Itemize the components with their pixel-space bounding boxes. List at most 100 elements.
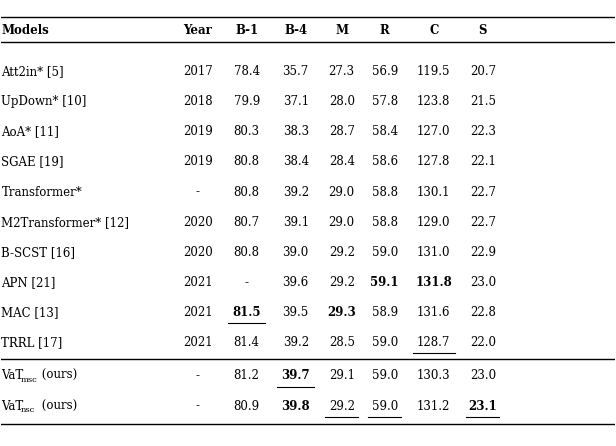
- Text: 2021: 2021: [183, 276, 213, 289]
- Text: 80.8: 80.8: [233, 246, 260, 259]
- Text: 37.1: 37.1: [283, 95, 309, 108]
- Text: 23.1: 23.1: [468, 400, 497, 413]
- Text: 2021: 2021: [183, 336, 213, 349]
- Text: 22.8: 22.8: [470, 306, 496, 319]
- Text: 78.4: 78.4: [233, 65, 260, 78]
- Text: 59.0: 59.0: [371, 336, 398, 349]
- Text: C: C: [429, 24, 439, 37]
- Text: 28.5: 28.5: [329, 336, 355, 349]
- Text: 29.0: 29.0: [329, 216, 355, 229]
- Text: 29.1: 29.1: [329, 369, 355, 382]
- Text: 39.5: 39.5: [283, 306, 309, 319]
- Text: -: -: [196, 369, 200, 382]
- Text: M2Transformer* [12]: M2Transformer* [12]: [1, 216, 129, 229]
- Text: Transformer*: Transformer*: [1, 186, 82, 198]
- Text: 29.3: 29.3: [327, 306, 356, 319]
- Text: 38.4: 38.4: [283, 155, 309, 169]
- Text: APN [21]: APN [21]: [1, 276, 56, 289]
- Text: 21.5: 21.5: [470, 95, 496, 108]
- Text: 22.7: 22.7: [470, 186, 496, 198]
- Text: 2019: 2019: [183, 155, 213, 169]
- Text: 29.2: 29.2: [329, 246, 355, 259]
- Text: 58.6: 58.6: [371, 155, 398, 169]
- Text: (ours): (ours): [38, 400, 77, 413]
- Text: 22.7: 22.7: [470, 216, 496, 229]
- Text: 35.7: 35.7: [283, 65, 309, 78]
- Text: 56.9: 56.9: [371, 65, 398, 78]
- Text: B-4: B-4: [284, 24, 307, 37]
- Text: R: R: [380, 24, 389, 37]
- Text: 130.3: 130.3: [417, 369, 450, 382]
- Text: 123.8: 123.8: [417, 95, 450, 108]
- Text: 29.2: 29.2: [329, 400, 355, 413]
- Text: 81.5: 81.5: [232, 306, 261, 319]
- Text: 127.0: 127.0: [417, 125, 450, 138]
- Text: 57.8: 57.8: [371, 95, 398, 108]
- Text: 58.4: 58.4: [371, 125, 398, 138]
- Text: nsc: nsc: [21, 406, 35, 414]
- Text: 131.8: 131.8: [415, 276, 452, 289]
- Text: 38.3: 38.3: [283, 125, 309, 138]
- Text: 39.1: 39.1: [283, 216, 309, 229]
- Text: Att2in* [5]: Att2in* [5]: [1, 65, 64, 78]
- Text: msc: msc: [21, 376, 38, 384]
- Text: -: -: [196, 400, 200, 413]
- Text: 2021: 2021: [183, 306, 213, 319]
- Text: 28.4: 28.4: [329, 155, 355, 169]
- Text: 59.0: 59.0: [371, 400, 398, 413]
- Text: 129.0: 129.0: [417, 216, 450, 229]
- Text: 2019: 2019: [183, 125, 213, 138]
- Text: 131.6: 131.6: [417, 306, 450, 319]
- Text: 79.9: 79.9: [233, 95, 260, 108]
- Text: 23.0: 23.0: [470, 276, 496, 289]
- Text: S: S: [479, 24, 487, 37]
- Text: 28.0: 28.0: [329, 95, 355, 108]
- Text: MAC [13]: MAC [13]: [1, 306, 59, 319]
- Text: 58.8: 58.8: [371, 216, 398, 229]
- Text: 2018: 2018: [183, 95, 213, 108]
- Text: (ours): (ours): [38, 369, 77, 382]
- Text: SGAE [19]: SGAE [19]: [1, 155, 64, 169]
- Text: VaT: VaT: [1, 400, 23, 413]
- Text: 58.8: 58.8: [371, 186, 398, 198]
- Text: 2020: 2020: [183, 246, 213, 259]
- Text: TRRL [17]: TRRL [17]: [1, 336, 63, 349]
- Text: 20.7: 20.7: [470, 65, 496, 78]
- Text: 22.3: 22.3: [470, 125, 496, 138]
- Text: 39.0: 39.0: [283, 246, 309, 259]
- Text: 22.9: 22.9: [470, 246, 496, 259]
- Text: 81.2: 81.2: [233, 369, 259, 382]
- Text: 39.6: 39.6: [283, 276, 309, 289]
- Text: 80.7: 80.7: [233, 216, 260, 229]
- Text: 29.2: 29.2: [329, 276, 355, 289]
- Text: 81.4: 81.4: [233, 336, 260, 349]
- Text: 27.3: 27.3: [329, 65, 355, 78]
- Text: 39.2: 39.2: [283, 336, 309, 349]
- Text: -: -: [245, 276, 249, 289]
- Text: 59.0: 59.0: [371, 369, 398, 382]
- Text: 39.7: 39.7: [282, 369, 310, 382]
- Text: 119.5: 119.5: [417, 65, 450, 78]
- Text: 23.0: 23.0: [470, 369, 496, 382]
- Text: 22.0: 22.0: [470, 336, 496, 349]
- Text: B-1: B-1: [235, 24, 258, 37]
- Text: 22.1: 22.1: [470, 155, 496, 169]
- Text: 28.7: 28.7: [329, 125, 355, 138]
- Text: 128.7: 128.7: [417, 336, 450, 349]
- Text: 2020: 2020: [183, 216, 213, 229]
- Text: VaT: VaT: [1, 369, 23, 382]
- Text: AoA* [11]: AoA* [11]: [1, 125, 59, 138]
- Text: 130.1: 130.1: [417, 186, 450, 198]
- Text: 80.8: 80.8: [233, 155, 260, 169]
- Text: 39.8: 39.8: [282, 400, 310, 413]
- Text: 80.8: 80.8: [233, 186, 260, 198]
- Text: Year: Year: [183, 24, 212, 37]
- Text: -: -: [196, 186, 200, 198]
- Text: 59.0: 59.0: [371, 246, 398, 259]
- Text: 39.2: 39.2: [283, 186, 309, 198]
- Text: Models: Models: [1, 24, 49, 37]
- Text: 131.2: 131.2: [417, 400, 450, 413]
- Text: 58.9: 58.9: [371, 306, 398, 319]
- Text: B-SCST [16]: B-SCST [16]: [1, 246, 75, 259]
- Text: 2017: 2017: [183, 65, 213, 78]
